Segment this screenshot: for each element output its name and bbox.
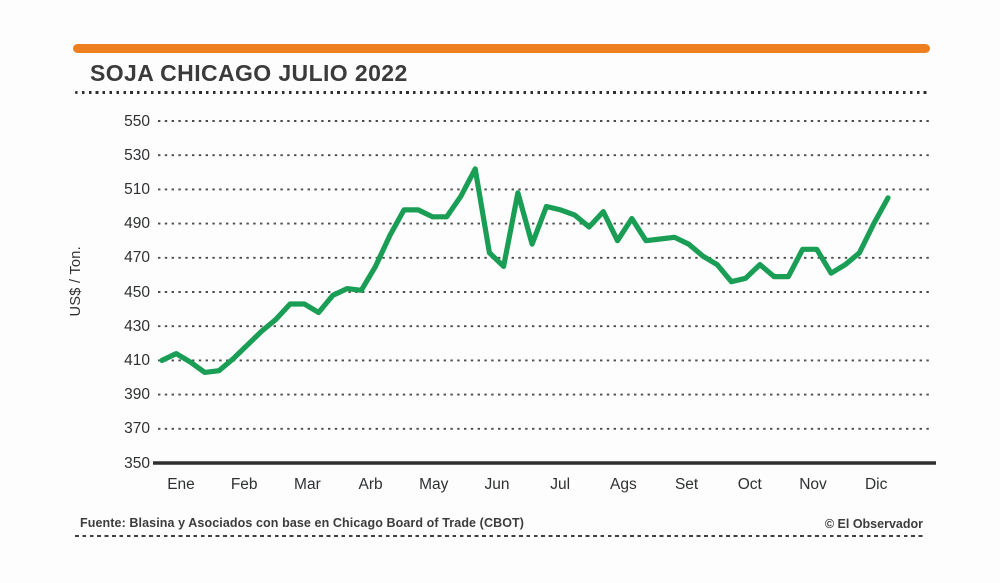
y-tick-label: 550 <box>124 112 150 130</box>
y-tick-label: 490 <box>124 215 150 233</box>
y-axis-title: US$ / Ton. <box>68 246 84 317</box>
source-note: Fuente: Blasina y Asociados con base en … <box>80 516 525 530</box>
x-tick-label: Jul <box>550 476 571 493</box>
title-dotted-divider <box>75 91 928 94</box>
y-tick-label: 510 <box>124 180 150 198</box>
price-line <box>159 166 891 375</box>
publisher-credit: © El Observador <box>824 517 923 531</box>
x-tick-label: Oct <box>737 476 762 493</box>
x-tick-label: Arb <box>358 476 383 493</box>
x-tick-label: Feb <box>230 476 258 493</box>
x-tick-label: Ags <box>610 476 637 493</box>
y-tick-label: 430 <box>124 317 150 335</box>
footer-dashed-divider <box>75 535 925 537</box>
y-tick-label: 410 <box>124 351 150 369</box>
x-tick-label: Mar <box>294 476 321 493</box>
x-tick-label: Ene <box>167 476 195 493</box>
y-tick-label: 470 <box>124 249 150 267</box>
x-tick-label: Jun <box>484 476 510 493</box>
y-tick-label: 390 <box>124 386 150 404</box>
y-tick-label: 530 <box>124 146 150 164</box>
x-tick-label: Set <box>674 476 699 493</box>
accent-bar <box>73 44 930 53</box>
x-tick-label: May <box>419 476 449 493</box>
x-tick-label: Dic <box>864 476 888 493</box>
page-title: SOJA CHICAGO JULIO 2022 <box>90 60 408 86</box>
x-tick-label: Nov <box>799 476 827 493</box>
y-tick-label: 370 <box>124 420 150 438</box>
y-tick-label: 350 <box>124 454 150 472</box>
y-tick-label: 450 <box>124 283 150 301</box>
